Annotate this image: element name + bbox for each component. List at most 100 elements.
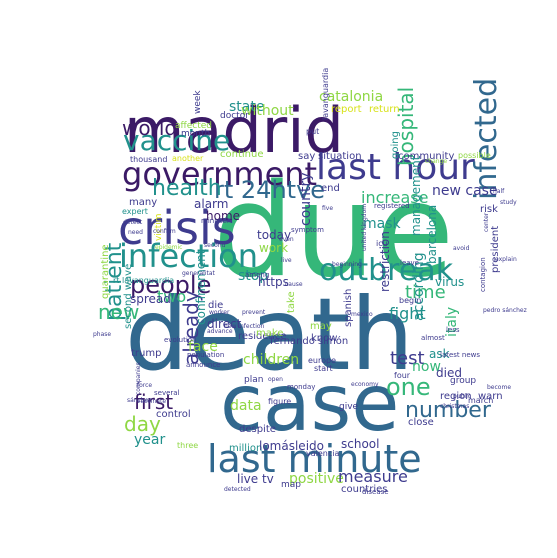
word-worker: worker	[209, 309, 230, 316]
word-three: three	[177, 441, 199, 450]
word-school: school	[341, 437, 380, 451]
word-fernando-sim-n: fernando simón	[270, 336, 349, 347]
word-close: close	[408, 417, 434, 428]
word-first: first	[134, 390, 174, 414]
word-monday: monday	[287, 383, 316, 391]
word-president: president	[490, 225, 501, 273]
word-group: group	[450, 376, 477, 386]
word-detected: detected	[224, 486, 251, 493]
word-disease: disease	[362, 488, 389, 496]
word-year: year	[134, 432, 166, 448]
word-begin: begin	[399, 296, 422, 305]
word-week: week	[193, 90, 203, 114]
word-lavanguardia: lavanguardia	[321, 67, 330, 120]
word-avoid: avoid	[453, 245, 470, 252]
word-five: five	[322, 205, 334, 212]
word-minister: minister	[201, 217, 230, 225]
word-s-nchez: sánchez	[127, 397, 152, 404]
word-almost: almost	[421, 334, 445, 342]
word-know: know	[311, 333, 338, 344]
word-million: million	[229, 443, 263, 454]
word-time: time	[405, 282, 446, 303]
word-say: say	[298, 151, 316, 162]
word-study: study	[500, 199, 517, 206]
word-children: children	[243, 352, 300, 368]
word-affected: affected	[175, 121, 212, 131]
word-united-kingdom: united kingdom	[361, 203, 368, 251]
word-new: new	[98, 300, 140, 324]
word-management: management	[409, 155, 423, 236]
word-infection: infection	[119, 237, 259, 275]
word-leave: leave	[400, 259, 419, 267]
word-new-infection: new infection	[224, 323, 265, 330]
word-going: going	[390, 131, 401, 159]
word-force: force	[137, 382, 153, 389]
word-fight: fight	[389, 304, 426, 323]
word-people: people	[130, 271, 212, 299]
word-detect: detect	[123, 219, 143, 226]
word-put: put	[306, 127, 320, 136]
word-latest-news: latest news	[440, 351, 481, 359]
word-warn: warn	[478, 391, 503, 402]
word-countries: countries	[341, 484, 388, 495]
word-four: four	[394, 371, 411, 380]
word-pedro-s-nchez: pedro sánchez	[483, 307, 527, 314]
word-quarantine: quarantine	[100, 244, 111, 299]
word-start: start	[314, 364, 333, 373]
word-economy: economy	[351, 381, 379, 388]
word-europe: europe	[308, 356, 336, 365]
word-control: control	[156, 409, 191, 420]
word-country: country	[298, 172, 314, 226]
word-icu: icu	[376, 239, 388, 248]
word-may: may	[310, 321, 332, 332]
word-now: now	[412, 359, 441, 375]
word-report: report	[331, 104, 362, 115]
word-situation: situation	[318, 151, 362, 162]
word-half: half	[493, 188, 505, 195]
word-evolution: evolution	[164, 336, 197, 344]
word-another: another	[172, 154, 204, 163]
word-lom-sleido: lomásleido	[259, 439, 324, 453]
word-virus: virus	[435, 275, 465, 289]
word-month: month	[181, 129, 211, 139]
word-died: died	[436, 366, 462, 380]
word-measure: measure	[338, 467, 408, 486]
word-positive: positive	[289, 471, 344, 487]
word-need: need	[128, 229, 143, 236]
word-die: die	[208, 300, 224, 311]
word-new-case: new case	[432, 183, 498, 199]
word-barcelona: barcelona	[425, 204, 439, 264]
word-despite: despite	[239, 424, 276, 435]
word-world: world	[122, 116, 178, 140]
word-return: return	[369, 104, 400, 115]
word-take: take	[286, 291, 297, 313]
word-cause: cause	[285, 281, 303, 288]
word-without: without	[241, 103, 294, 119]
word-change: change	[425, 158, 448, 165]
word-march: march	[468, 396, 494, 405]
word-rt-24htve: rt 24htve	[214, 176, 326, 204]
word-figure: figure	[268, 397, 292, 406]
word-contagion: contagion	[479, 257, 487, 292]
word-death: death	[125, 276, 414, 393]
word-madrid: madrid	[124, 94, 344, 167]
word-advance: advance	[207, 328, 233, 335]
word-among: among	[245, 271, 270, 279]
word-live-tv: live tv	[237, 472, 274, 486]
word-catalonia: catalonia	[319, 89, 384, 105]
word-epidemic: epidemic	[155, 244, 183, 251]
word-spread: spread	[130, 292, 171, 306]
word-due: due	[213, 157, 455, 306]
word-increase: increase	[361, 188, 429, 207]
word-phase: phase	[93, 331, 112, 338]
word-thousand: thousand	[130, 155, 168, 164]
word-possible: possible	[458, 151, 491, 160]
word-https: https	[258, 275, 289, 289]
word-mask: mask	[363, 216, 401, 232]
word-population: population	[187, 351, 225, 359]
word-community: community	[398, 151, 455, 162]
word-continue: continue	[220, 149, 264, 160]
word-beginning: beginning	[332, 261, 362, 268]
word-center: center	[483, 212, 490, 232]
